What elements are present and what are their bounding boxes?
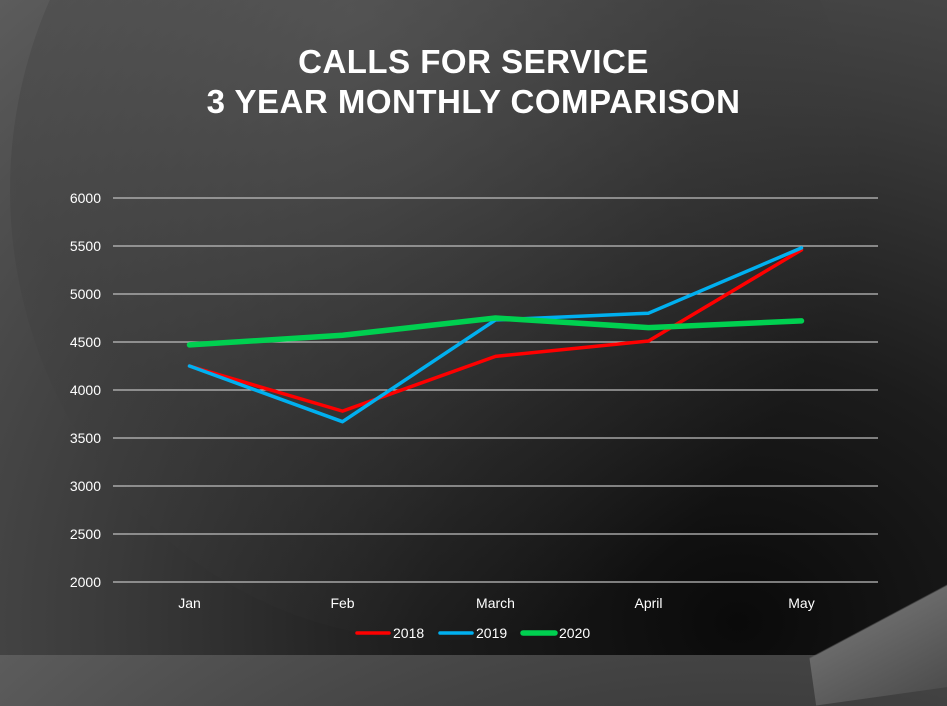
chart-title: CALLS FOR SERVICE xyxy=(298,43,649,80)
series-lines xyxy=(186,246,805,424)
series-line-2018 xyxy=(187,248,804,413)
y-tick-label: 5500 xyxy=(70,238,101,254)
x-axis: Jan Feb March April May xyxy=(178,595,815,611)
data-point-2019 xyxy=(189,365,190,367)
y-axis: 2000 2500 3000 3500 4000 4500 5000 5500 6000 xyxy=(70,190,101,590)
data-point-2020 xyxy=(648,327,649,329)
x-tick-label: Feb xyxy=(330,595,354,611)
legend: 2018 2019 2020 xyxy=(355,625,590,641)
data-point-2018 xyxy=(495,355,496,357)
data-point-2019 xyxy=(801,247,802,249)
y-tick-label: 2000 xyxy=(70,574,101,590)
legend-label-2018: 2018 xyxy=(393,625,424,641)
y-tick-label: 2500 xyxy=(70,526,101,542)
x-tick-label: May xyxy=(788,595,814,611)
data-point-2020 xyxy=(801,320,802,322)
y-tick-label: 3500 xyxy=(70,430,101,446)
data-point-2019 xyxy=(648,312,649,314)
x-tick-label: April xyxy=(634,595,662,611)
x-tick-label: March xyxy=(476,595,515,611)
series-line-2020 xyxy=(186,315,805,348)
data-point-2020 xyxy=(495,317,496,319)
legend-label-2020: 2020 xyxy=(559,625,590,641)
y-tick-label: 4500 xyxy=(70,334,101,350)
chart-subtitle: 3 YEAR MONTHLY COMPARISON xyxy=(206,83,741,120)
data-point-2020 xyxy=(342,334,343,336)
data-point-2019 xyxy=(342,421,343,423)
y-tick-label: 3000 xyxy=(70,478,101,494)
y-tick-label: 6000 xyxy=(70,190,101,206)
gridlines xyxy=(113,197,878,583)
line-chart: 2000 2500 3000 3500 4000 4500 5000 5500 6000 Jan… xyxy=(70,190,878,641)
data-point-2018 xyxy=(648,340,649,342)
data-point-2020 xyxy=(189,344,190,346)
chart-title-block: CALLS FOR SERVICE 3 YEAR MONTHLY COMPARI… xyxy=(0,42,947,122)
data-point-2018 xyxy=(342,410,343,412)
y-tick-label: 4000 xyxy=(70,382,101,398)
x-tick-label: Jan xyxy=(178,595,201,611)
y-tick-label: 5000 xyxy=(70,286,101,302)
series-line-2019 xyxy=(187,246,804,424)
legend-label-2019: 2019 xyxy=(476,625,507,641)
